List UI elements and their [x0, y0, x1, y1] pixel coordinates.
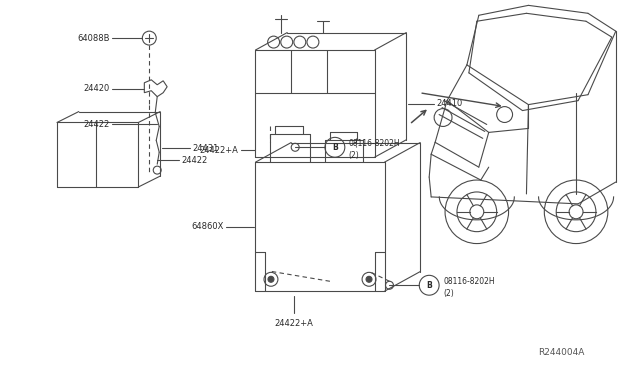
Text: B: B	[332, 143, 338, 152]
Circle shape	[457, 192, 497, 232]
Text: 08116-8202H: 08116-8202H	[349, 139, 401, 148]
Text: 24410: 24410	[436, 99, 462, 108]
Circle shape	[325, 137, 345, 157]
Circle shape	[366, 276, 372, 282]
Circle shape	[445, 180, 509, 244]
Text: 24422: 24422	[181, 156, 207, 165]
Circle shape	[556, 192, 596, 232]
Circle shape	[569, 205, 583, 219]
Text: 64860X: 64860X	[191, 222, 224, 231]
Text: 08116-8202H: 08116-8202H	[443, 277, 495, 286]
Text: 24420: 24420	[83, 84, 109, 93]
Text: (2): (2)	[443, 289, 454, 298]
Text: 24422+A: 24422+A	[275, 319, 314, 328]
Circle shape	[268, 276, 274, 282]
Circle shape	[497, 107, 513, 122]
Circle shape	[470, 205, 484, 219]
Text: 24431: 24431	[192, 144, 218, 153]
Text: R244004A: R244004A	[538, 348, 585, 357]
Circle shape	[419, 275, 439, 295]
Circle shape	[544, 180, 608, 244]
Text: (2): (2)	[349, 151, 360, 160]
Circle shape	[142, 31, 156, 45]
Text: B: B	[426, 281, 432, 290]
Text: 24422+A: 24422+A	[200, 146, 239, 155]
Text: 24422: 24422	[83, 120, 109, 129]
Text: 64088B: 64088B	[77, 33, 109, 43]
